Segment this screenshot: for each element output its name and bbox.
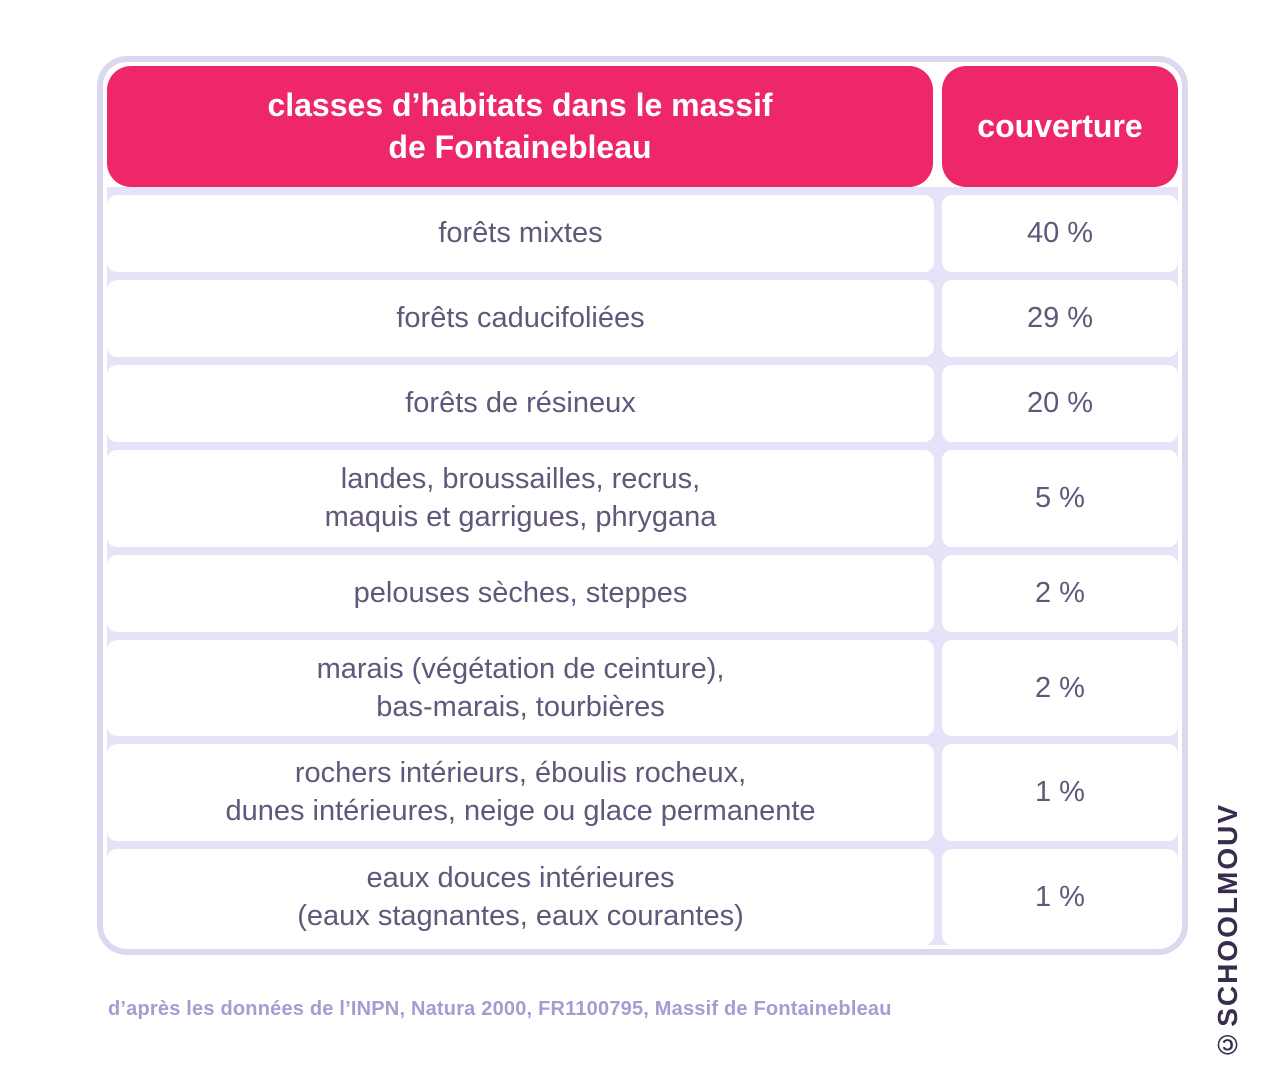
table-row-coverage: 1 % [942,848,1178,946]
header-coverage: couverture [942,66,1178,187]
table-row-habitat: pelouses sèches, steppes [107,554,934,632]
table-row-coverage: 5 % [942,450,1178,547]
table-row-habitat: forêts caducifoliées [107,280,934,357]
table-row-coverage: 20 % [942,365,1178,442]
table-row-habitat: rochers intérieurs, éboulis rocheux, dun… [107,744,934,841]
table-row-habitat: landes, broussailles, recrus, maquis et … [107,450,934,547]
table-row-coverage: 40 % [942,195,1178,272]
table-header-row: classes d’habitats dans le massif de Fon… [107,66,1178,187]
table-row-habitat: forêts de résineux [107,365,934,442]
table-body: forêts mixtes 40 % forêts caducifoliées … [107,187,1178,946]
schoolmouv-watermark: ©SCHOOLMOUV [1212,803,1243,1060]
table-row-coverage: 29 % [942,280,1178,357]
table-row-habitat: eaux douces intérieures (eaux stagnantes… [107,848,934,946]
data-source-note: d’après les données de l’INPN, Natura 20… [108,998,892,1020]
table-row-coverage: 2 % [942,554,1178,632]
table-row-coverage: 2 % [942,639,1178,737]
header-habitat-classes: classes d’habitats dans le massif de Fon… [107,66,933,187]
table-row-habitat: forêts mixtes [107,195,934,272]
table-row-habitat: marais (végétation de ceinture), bas-mar… [107,639,934,737]
table-row-coverage: 1 % [942,744,1178,841]
habitat-coverage-table: classes d’habitats dans le massif de Fon… [97,56,1188,956]
